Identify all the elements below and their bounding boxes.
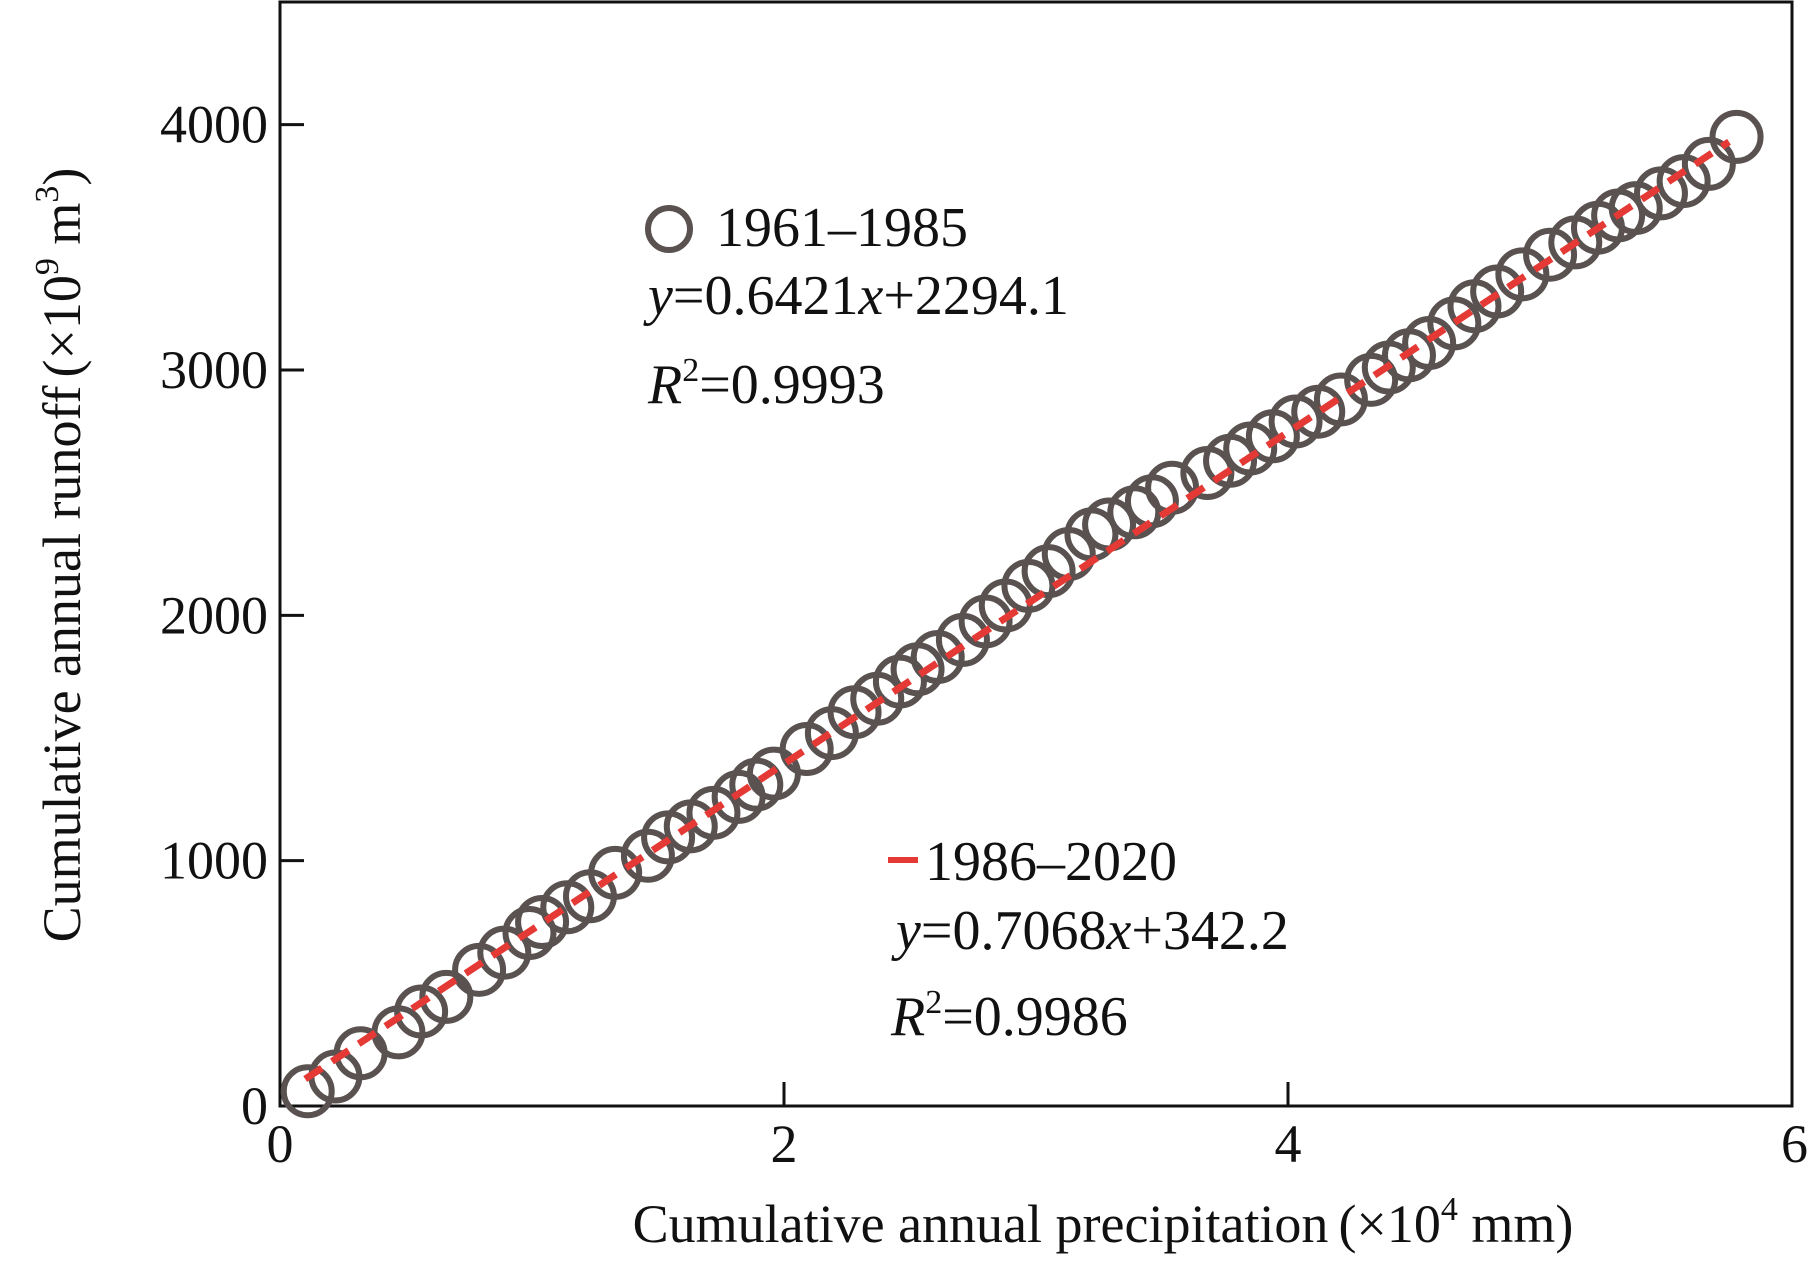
data-point-series-2-23 xyxy=(1681,136,1736,191)
x-axis-ticks: 0 2 4 6 xyxy=(267,1082,1808,1174)
y-axis-label: Cumulative annual runoff(×109 m3) xyxy=(29,168,92,943)
plot-frame xyxy=(278,0,1794,1108)
y-tick-label-4000: 4000 xyxy=(160,95,268,155)
r2-1961-1985: R2=0.9993 xyxy=(647,352,885,416)
fit-line-layer xyxy=(303,138,1731,1082)
data-point-series-2-24 xyxy=(1709,109,1764,164)
y-tick-label-3000: 3000 xyxy=(160,340,268,400)
data-point-series-2-16 xyxy=(1523,227,1578,282)
y-tick-label-1000: 1000 xyxy=(160,831,268,891)
r2-1986-2020: R2=0.9986 xyxy=(890,984,1128,1048)
scatter-points xyxy=(280,109,1764,1119)
y-tick-label-0: 0 xyxy=(241,1076,268,1136)
fit-line-series-2 xyxy=(303,138,1731,1082)
legend-series-1961-1985: 1961–1985 y=0.6421x+2294.1 R2=0.9993 xyxy=(643,197,1069,416)
legend-series-1986-2020: 1986–2020 y=0.7068x+342.2 R2=0.9986 xyxy=(888,831,1289,1048)
data-point-series-1-13 xyxy=(588,845,643,900)
x-tick-label-0: 0 xyxy=(267,1114,294,1174)
data-point-series-2-15 xyxy=(1495,247,1550,302)
y-axis-ticks: 0 1000 2000 3000 4000 xyxy=(160,95,304,1136)
x-tick-label-2: 2 xyxy=(771,1114,798,1174)
legend-circle-marker xyxy=(645,205,693,253)
equation-1986-2020: y=0.7068x+342.2 xyxy=(891,900,1289,962)
equation-1961-1985: y=0.6421x+2294.1 xyxy=(643,265,1069,327)
data-point-series-1-6 xyxy=(419,969,474,1024)
x-axis-label: Cumulative annual precipitation (×104 mm) xyxy=(633,1191,1574,1254)
legend-label-1961-1985: 1961–1985 xyxy=(716,197,968,259)
x-tick-label-4: 4 xyxy=(1275,1114,1302,1174)
x-tick-label-6: 6 xyxy=(1781,1114,1808,1174)
data-point-series-1-9 xyxy=(502,906,557,961)
data-point-series-1-1 xyxy=(280,1064,335,1119)
data-point-series-1-14 xyxy=(620,828,675,883)
data-point-series-2-7 xyxy=(1313,372,1368,427)
y-tick-label-2000: 2000 xyxy=(160,585,268,645)
legend-label-1986-2020: 1986–2020 xyxy=(925,831,1177,893)
